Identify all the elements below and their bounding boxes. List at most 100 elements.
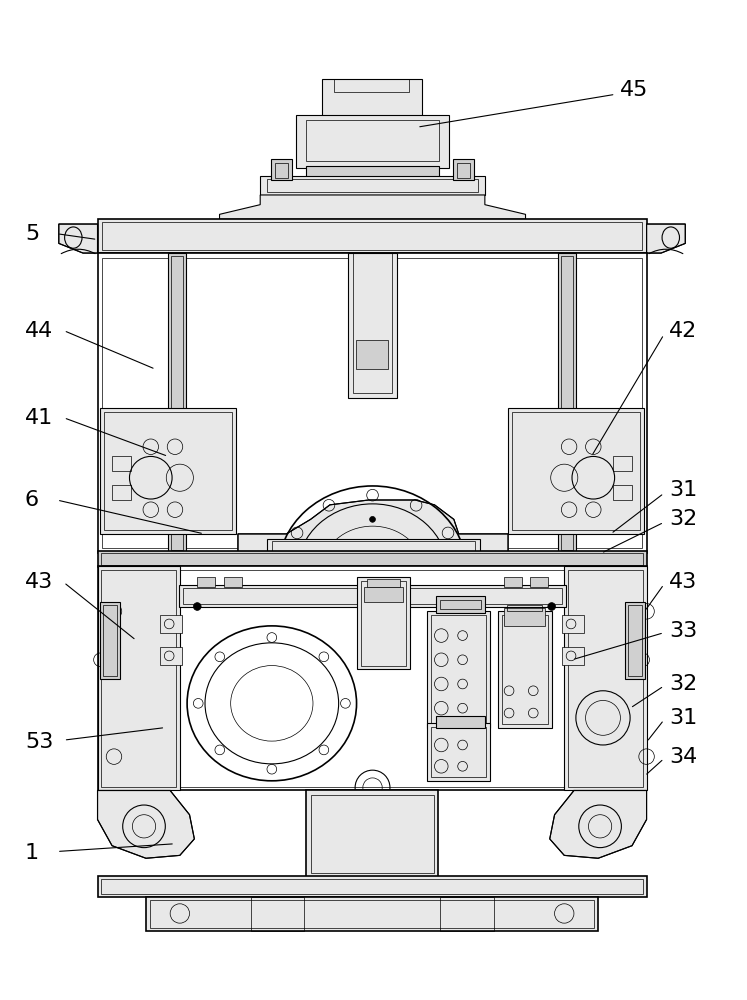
- Bar: [150, 900, 595, 928]
- Bar: [440, 600, 481, 609]
- Bar: [267, 179, 478, 192]
- Bar: [456, 163, 471, 178]
- Bar: [625, 602, 645, 679]
- Bar: [161, 615, 182, 633]
- Bar: [562, 615, 583, 633]
- Bar: [436, 596, 485, 613]
- Bar: [361, 581, 406, 666]
- Bar: [453, 159, 474, 180]
- Text: 43: 43: [25, 572, 53, 592]
- Bar: [306, 790, 438, 878]
- Bar: [100, 408, 236, 534]
- Bar: [502, 615, 548, 724]
- Bar: [250, 897, 304, 931]
- Text: 45: 45: [621, 80, 649, 100]
- Bar: [98, 876, 647, 897]
- Bar: [271, 159, 292, 180]
- Bar: [322, 79, 422, 118]
- Bar: [102, 879, 642, 894]
- Bar: [613, 456, 632, 471]
- Bar: [183, 588, 562, 604]
- Text: 32: 32: [669, 509, 697, 529]
- Text: 41: 41: [25, 408, 53, 428]
- Polygon shape: [59, 224, 98, 253]
- Bar: [311, 795, 433, 873]
- Bar: [353, 253, 392, 393]
- Bar: [508, 408, 644, 534]
- Bar: [197, 577, 214, 587]
- Bar: [334, 79, 409, 92]
- Text: 42: 42: [669, 321, 697, 341]
- Bar: [367, 579, 400, 587]
- Bar: [98, 253, 647, 553]
- Bar: [98, 566, 647, 790]
- Bar: [356, 340, 388, 369]
- Bar: [224, 577, 242, 587]
- Bar: [512, 412, 639, 530]
- Bar: [364, 587, 403, 602]
- Polygon shape: [550, 790, 647, 858]
- Bar: [430, 727, 486, 777]
- Bar: [98, 566, 180, 790]
- Bar: [306, 120, 439, 161]
- Text: 33: 33: [669, 621, 697, 641]
- Bar: [112, 456, 131, 471]
- Bar: [436, 716, 485, 728]
- Text: 6: 6: [25, 490, 39, 510]
- Bar: [102, 258, 642, 548]
- Bar: [568, 570, 642, 787]
- Bar: [98, 551, 647, 567]
- Bar: [507, 605, 542, 611]
- Bar: [275, 163, 288, 178]
- Bar: [260, 176, 485, 195]
- Bar: [267, 539, 480, 553]
- Bar: [613, 485, 632, 500]
- Bar: [504, 608, 545, 626]
- Text: 43: 43: [669, 572, 697, 592]
- Bar: [628, 605, 642, 676]
- Bar: [272, 541, 475, 551]
- Bar: [146, 897, 598, 931]
- Text: 31: 31: [669, 708, 697, 728]
- Bar: [168, 253, 186, 553]
- Bar: [440, 897, 494, 931]
- Text: 32: 32: [669, 674, 697, 694]
- Text: 1: 1: [25, 843, 39, 863]
- Bar: [102, 553, 642, 565]
- Bar: [498, 611, 552, 728]
- Bar: [430, 615, 486, 724]
- Bar: [102, 570, 176, 787]
- Bar: [564, 566, 647, 790]
- Text: 53: 53: [25, 732, 53, 752]
- Bar: [103, 605, 117, 676]
- Bar: [112, 485, 131, 500]
- Bar: [98, 219, 647, 253]
- Text: 5: 5: [25, 224, 39, 244]
- Bar: [105, 412, 232, 530]
- Text: 31: 31: [669, 480, 697, 500]
- Bar: [559, 253, 576, 553]
- Bar: [561, 256, 573, 550]
- Text: 44: 44: [25, 321, 53, 341]
- Bar: [161, 647, 182, 665]
- Bar: [562, 647, 583, 665]
- Bar: [179, 585, 566, 607]
- Bar: [102, 570, 642, 787]
- Polygon shape: [220, 195, 526, 219]
- Polygon shape: [98, 790, 194, 858]
- Bar: [296, 115, 449, 168]
- Bar: [427, 723, 490, 781]
- Text: 34: 34: [669, 747, 697, 767]
- Bar: [102, 222, 642, 250]
- Bar: [100, 602, 120, 679]
- Bar: [530, 577, 548, 587]
- Bar: [427, 611, 490, 728]
- Bar: [504, 577, 521, 587]
- Bar: [306, 166, 439, 178]
- Polygon shape: [647, 224, 685, 253]
- Circle shape: [370, 516, 376, 522]
- Bar: [357, 577, 410, 669]
- Circle shape: [548, 603, 556, 610]
- Circle shape: [193, 603, 201, 610]
- Bar: [171, 256, 183, 550]
